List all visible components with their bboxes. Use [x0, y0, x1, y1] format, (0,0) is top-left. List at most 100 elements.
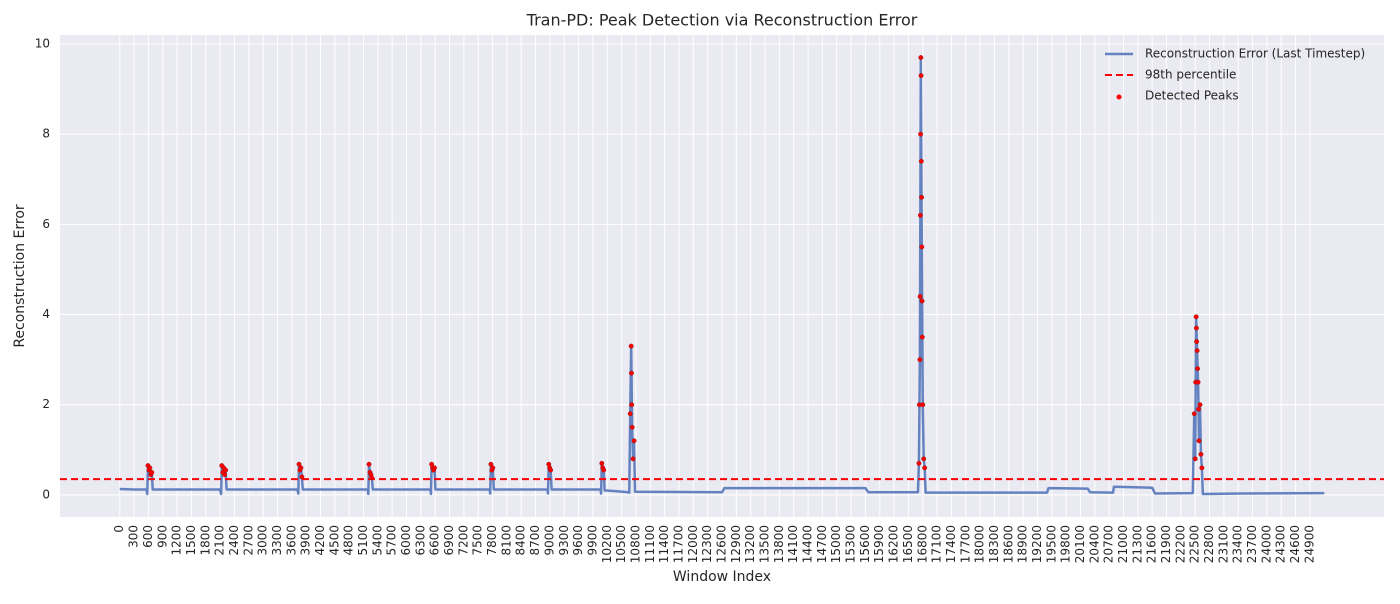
- peak-point: [919, 298, 925, 304]
- peak-point: [629, 424, 635, 430]
- x-tick-label: 2700: [241, 525, 255, 556]
- x-tick-label: 16200: [887, 525, 901, 563]
- x-tick-label: 22500: [1188, 525, 1202, 563]
- peak-point: [917, 357, 923, 363]
- peak-point: [223, 467, 229, 473]
- x-tick-label: 12300: [700, 525, 714, 563]
- x-tick-label: 4800: [342, 525, 356, 556]
- x-tick-label: 14700: [815, 525, 829, 563]
- x-tick-label: 11100: [643, 525, 657, 563]
- x-tick-label: 21600: [1145, 525, 1159, 563]
- x-tick-label: 24300: [1274, 525, 1288, 563]
- x-tick-label: 20700: [1102, 525, 1116, 563]
- peak-point: [918, 131, 924, 137]
- x-tick-label: 6300: [413, 525, 427, 556]
- legend-label: 98th percentile: [1145, 68, 1236, 82]
- x-tick-label: 22200: [1173, 525, 1187, 563]
- x-tick-label: 22800: [1202, 525, 1216, 563]
- x-tick-label: 13500: [758, 525, 772, 563]
- peak-point: [1199, 465, 1205, 471]
- peak-point: [1194, 348, 1200, 354]
- x-tick-label: 23400: [1231, 525, 1245, 563]
- x-tick-label: 5400: [370, 525, 384, 556]
- x-tick-label: 14100: [786, 525, 800, 563]
- x-tick-label: 6900: [442, 525, 456, 556]
- peak-point: [548, 467, 554, 473]
- x-tick-label: 24600: [1288, 525, 1302, 563]
- x-tick-label: 16800: [915, 525, 929, 563]
- x-tick-label: 9000: [542, 525, 556, 556]
- peak-point: [149, 469, 155, 475]
- peak-point: [920, 402, 926, 408]
- x-tick-label: 24000: [1259, 525, 1273, 563]
- x-tick-label: 15900: [872, 525, 886, 563]
- peak-point: [629, 402, 635, 408]
- x-tick-label: 2100: [213, 525, 227, 556]
- y-axis-label: Reconstruction Error: [12, 204, 28, 348]
- x-tick-label: 21300: [1130, 525, 1144, 563]
- peak-point: [918, 55, 924, 60]
- x-tick-label: 18600: [1001, 525, 1015, 563]
- x-tick-label: 11700: [671, 525, 685, 563]
- legend-label: Detected Peaks: [1145, 89, 1239, 103]
- y-tick-label: 8: [42, 127, 50, 141]
- peak-point: [918, 158, 924, 164]
- x-tick-label: 21900: [1159, 525, 1173, 563]
- x-tick-label: 3300: [270, 525, 284, 556]
- legend-label: Reconstruction Error (Last Timestep): [1145, 47, 1365, 61]
- x-tick-label: 9900: [585, 525, 599, 556]
- x-tick-label: 6000: [399, 525, 413, 556]
- peak-point: [917, 212, 923, 218]
- y-tick-label: 4: [42, 307, 50, 321]
- peak-point: [1198, 451, 1204, 457]
- x-tick-label: 16500: [901, 525, 915, 563]
- y-tick-label: 2: [42, 397, 50, 411]
- x-tick-label: 12000: [686, 525, 700, 563]
- y-tick-label: 6: [42, 217, 50, 231]
- x-tick-label: 12900: [729, 525, 743, 563]
- x-tick-label: 7500: [471, 525, 485, 556]
- grid: [60, 35, 1384, 517]
- x-tick-label: 8700: [528, 525, 542, 556]
- x-tick-label: 7200: [456, 525, 470, 556]
- peak-point: [1196, 438, 1202, 444]
- x-tick-label: 20100: [1073, 525, 1087, 563]
- peak-point: [631, 438, 637, 444]
- x-tick-label: 23700: [1245, 525, 1259, 563]
- peak-point: [630, 456, 636, 462]
- x-tick-label: 12600: [715, 525, 729, 563]
- x-tick-label: 1200: [170, 525, 184, 556]
- peak-point: [490, 465, 496, 471]
- x-tick-label: 14400: [801, 525, 815, 563]
- x-tick-label: 20400: [1087, 525, 1101, 563]
- x-tick-label: 15000: [829, 525, 843, 563]
- peak-point: [922, 465, 928, 471]
- x-tick-label: 1500: [184, 525, 198, 556]
- x-tick-label: 17700: [958, 525, 972, 563]
- marks: [60, 55, 1384, 496]
- peak-point: [147, 465, 153, 471]
- x-tick-label: 7800: [485, 525, 499, 556]
- x-tick-label: 18300: [987, 525, 1001, 563]
- x-tick-label: 5100: [356, 525, 370, 556]
- x-tick-label: 18900: [1016, 525, 1030, 563]
- x-tick-label: 300: [127, 525, 141, 548]
- x-tick-label: 19200: [1030, 525, 1044, 563]
- peak-point: [628, 343, 634, 349]
- x-tick-label: 13200: [743, 525, 757, 563]
- x-tick-label: 24900: [1302, 525, 1316, 563]
- x-tick-label: 6600: [428, 525, 442, 556]
- peak-point: [1193, 314, 1199, 320]
- x-tick-label: 900: [155, 525, 169, 548]
- x-tick-label: 10500: [614, 525, 628, 563]
- x-tick-label: 8400: [514, 525, 528, 556]
- peak-point: [919, 244, 925, 250]
- x-tick-label: 17100: [930, 525, 944, 563]
- x-tick-label: 15600: [858, 525, 872, 563]
- legend-swatch: [1116, 94, 1122, 100]
- x-tick-label: 9600: [571, 525, 585, 556]
- x-tick-label: 4200: [313, 525, 327, 556]
